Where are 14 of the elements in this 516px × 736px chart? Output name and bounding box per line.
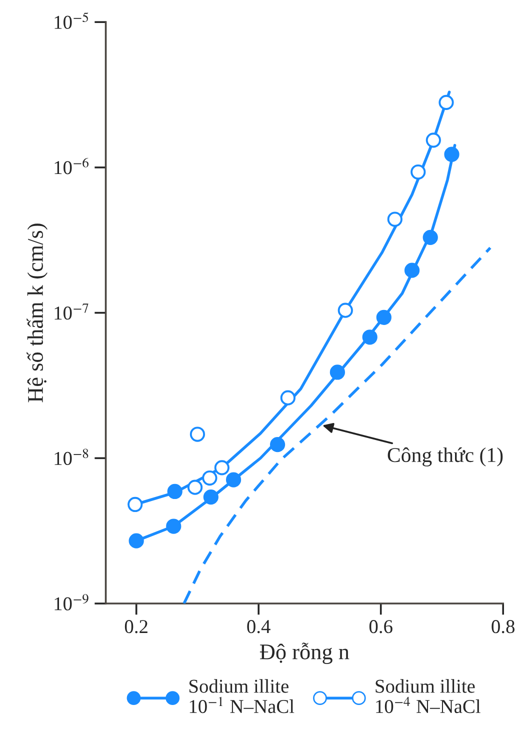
x-tick-label: 0.8 xyxy=(492,620,515,634)
legend-label: Sodium illite 10$^{−1}$ N–NaCl xyxy=(189,679,294,714)
y-tick-label: 10$^{−7}$ xyxy=(54,304,88,320)
x-tick-label: 0.4 xyxy=(247,620,270,634)
legend-label: Sodium illite 10$^{−4}$ N–NaCl xyxy=(376,679,480,714)
x-tick-label: 0.6 xyxy=(369,620,392,634)
y-tick-label: 10$^{−8}$ xyxy=(54,448,88,466)
x-tick-label: 0.2 xyxy=(124,620,148,634)
y-axis-title: Hệ số thấm k (cm/s) xyxy=(26,224,48,402)
y-tick-label: 10$^{−9}$ xyxy=(54,594,88,610)
annotation: Công thức (1) xyxy=(388,447,503,466)
x-axis-title: Độ rỗng n xyxy=(260,642,350,664)
y-tick-label: 10$^{−5}$ xyxy=(54,12,88,29)
y-tick-label: 10$^{−6}$ xyxy=(54,158,88,174)
